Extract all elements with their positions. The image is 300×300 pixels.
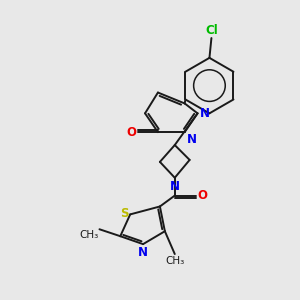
Text: N: N xyxy=(200,107,209,120)
Text: O: O xyxy=(126,126,136,139)
Text: S: S xyxy=(120,207,128,220)
Text: N: N xyxy=(187,133,197,146)
Text: Cl: Cl xyxy=(205,24,218,37)
Text: CH₃: CH₃ xyxy=(79,230,98,240)
Text: O: O xyxy=(198,189,208,202)
Text: CH₃: CH₃ xyxy=(165,256,184,266)
Text: N: N xyxy=(138,246,148,259)
Text: N: N xyxy=(170,180,180,193)
